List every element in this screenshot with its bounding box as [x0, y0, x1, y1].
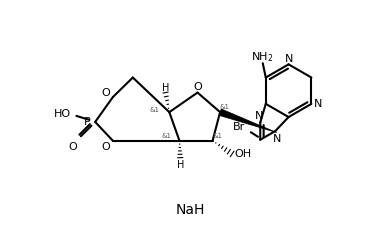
Text: O: O — [101, 141, 110, 151]
Text: &1: &1 — [161, 133, 171, 139]
Text: N: N — [255, 111, 264, 121]
Text: &1: &1 — [213, 133, 223, 139]
Text: N: N — [285, 54, 293, 64]
Text: N: N — [314, 99, 323, 109]
Text: NH$_2$: NH$_2$ — [252, 50, 274, 64]
Text: O: O — [101, 88, 110, 98]
Text: NaH: NaH — [175, 202, 205, 216]
Text: &1: &1 — [220, 103, 230, 109]
Text: H: H — [162, 82, 169, 92]
Text: N: N — [272, 133, 281, 143]
Text: &1: &1 — [149, 107, 159, 113]
Text: O: O — [68, 141, 77, 151]
Text: OH: OH — [235, 149, 252, 159]
Text: H: H — [177, 159, 184, 169]
Text: O: O — [193, 82, 202, 92]
Text: HO: HO — [54, 108, 71, 118]
Text: P: P — [84, 117, 91, 127]
Polygon shape — [219, 110, 277, 133]
Text: Br: Br — [233, 121, 245, 131]
